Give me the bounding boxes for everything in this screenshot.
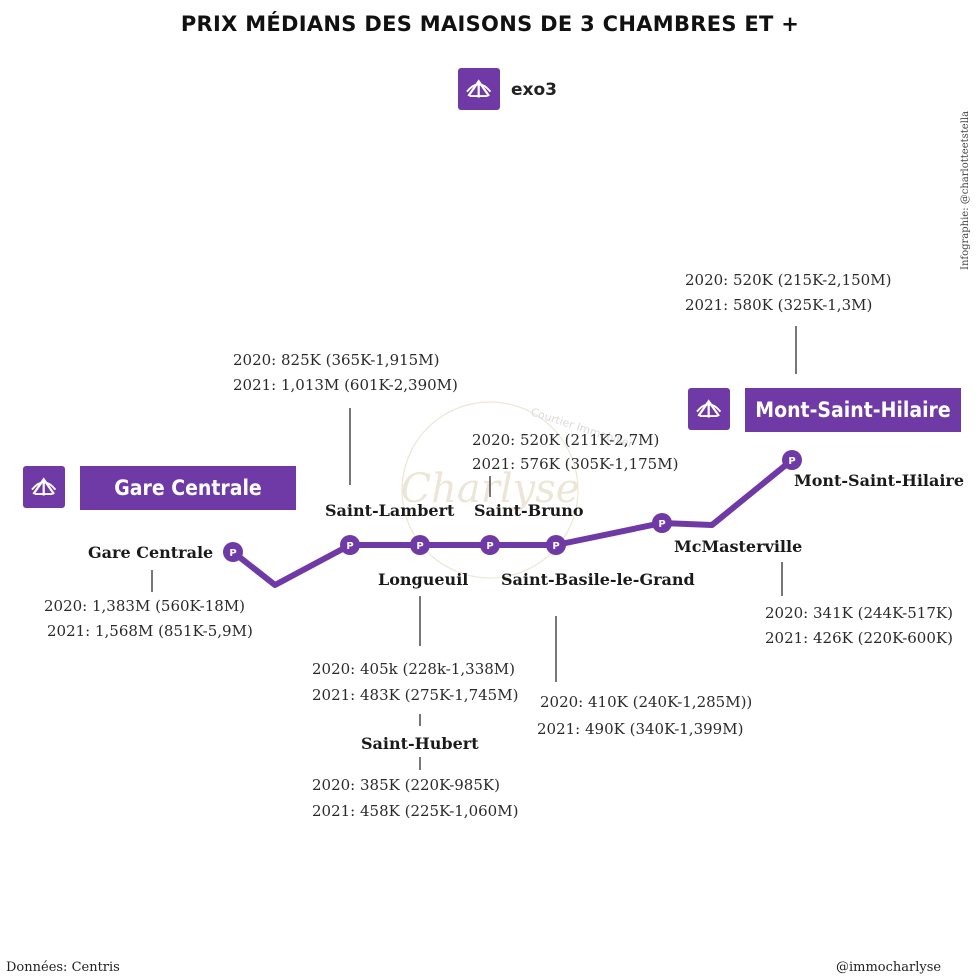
leader-lines bbox=[151, 326, 797, 770]
station-marker-saint-basile: P bbox=[546, 535, 566, 555]
exo-logo-icon bbox=[458, 68, 500, 110]
page-title: PRIX MÉDIANS DES MAISONS DE 3 CHAMBRES E… bbox=[180, 12, 800, 36]
svg-text:P: P bbox=[229, 548, 236, 559]
price-2021-mont-saint-hilaire: 2021: 580K (325K-1,3M) bbox=[685, 296, 873, 314]
station-label-saint-basile-le-grand: Saint-Basile-le-Grand bbox=[501, 570, 695, 589]
price-2020-mcmasterville: 2020: 341K (244K-517K) bbox=[765, 604, 953, 622]
station-label-mont-saint-hilaire: Mont-Saint-Hilaire bbox=[794, 471, 965, 490]
svg-text:P: P bbox=[552, 541, 559, 552]
price-2020-saint-basile-le-grand: 2020: 410K (240K-1,285M)) bbox=[540, 693, 753, 711]
price-2020-saint-hubert: 2020: 385K (220K-985K) bbox=[312, 776, 500, 794]
station-label-mcmasterville: McMasterville bbox=[674, 537, 803, 556]
station-label-saint-hubert: Saint-Hubert bbox=[361, 734, 479, 753]
data-source: Données: Centris bbox=[6, 960, 120, 975]
station-label-saint-bruno: Saint-Bruno bbox=[474, 501, 584, 520]
station-marker-longueuil: P bbox=[410, 535, 430, 555]
price-2021-longueuil: 2021: 483K (275K-1,745M) bbox=[312, 686, 519, 704]
price-2021-mcmasterville: 2021: 426K (220K-600K) bbox=[765, 629, 953, 647]
price-2020-mont-saint-hilaire: 2020: 520K (215K-2,150M) bbox=[685, 271, 892, 289]
terminus-banner-gare-centrale: Gare Centrale bbox=[80, 466, 296, 510]
price-2020-gare-centrale: 2020: 1,383M (560K-18M) bbox=[44, 597, 246, 615]
exo-logo-icon bbox=[688, 388, 730, 430]
station-markers: P P P P P P P bbox=[223, 450, 802, 562]
brand-name: exo3 bbox=[511, 80, 558, 100]
price-2021-saint-basile-le-grand: 2021: 490K (340K-1,399M) bbox=[537, 720, 744, 738]
price-2021-gare-centrale: 2021: 1,568M (851K-5,9M) bbox=[47, 622, 253, 640]
svg-text:P: P bbox=[346, 541, 353, 552]
station-label-longueuil: Longueuil bbox=[378, 570, 469, 589]
price-2020-saint-bruno: 2020: 520K (211K-2,7M) bbox=[472, 431, 660, 449]
station-label-gare-centrale: Gare Centrale bbox=[88, 543, 214, 562]
price-2021-saint-hubert: 2021: 458K (225K-1,060M) bbox=[312, 802, 519, 820]
exo-logo-icon bbox=[23, 466, 65, 508]
author-handle: @immocharlyse bbox=[836, 960, 942, 975]
station-marker-saint-bruno: P bbox=[480, 535, 500, 555]
price-2021-saint-lambert: 2021: 1,013M (601K-2,390M) bbox=[233, 376, 458, 394]
svg-text:P: P bbox=[416, 541, 423, 552]
station-label-saint-lambert: Saint-Lambert bbox=[325, 501, 455, 520]
station-marker-saint-lambert: P bbox=[340, 535, 360, 555]
svg-text:P: P bbox=[658, 519, 665, 530]
station-marker-mont-saint-hilaire: P bbox=[782, 450, 802, 470]
terminus-banner-mont-saint-hilaire: Mont-Saint-Hilaire bbox=[745, 388, 961, 432]
price-2020-longueuil: 2020: 405k (228k-1,338M) bbox=[312, 660, 516, 678]
price-2020-saint-lambert: 2020: 825K (365K-1,915M) bbox=[233, 351, 440, 369]
svg-text:P: P bbox=[486, 541, 493, 552]
svg-text:P: P bbox=[788, 456, 795, 467]
price-2021-saint-bruno: 2021: 576K (305K-1,175M) bbox=[472, 455, 679, 473]
station-marker-mcmasterville: P bbox=[652, 513, 672, 533]
station-marker-gare-centrale: P bbox=[223, 542, 243, 562]
